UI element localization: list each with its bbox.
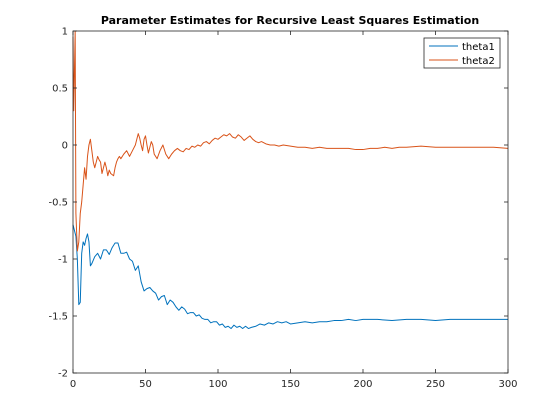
legend-label-theta2: theta2: [462, 56, 495, 67]
legend-box: [423, 37, 501, 69]
chart-title: Parameter Estimates for Recursive Least …: [101, 14, 479, 27]
y-tick-label: 0.5: [52, 84, 68, 95]
y-tick-label: 1: [62, 27, 68, 38]
x-tick-label: 150: [281, 379, 300, 390]
y-tick-label: -1.5: [48, 312, 68, 323]
x-tick-label: 200: [353, 379, 372, 390]
y-axis: -2 -1.5 -1 -0.5 0 0.5 1: [48, 27, 508, 380]
series-layer: [72, 30, 509, 330]
plot-area: [73, 31, 508, 373]
y-tick-label: -1: [58, 255, 68, 266]
y-tick-label: -2: [58, 369, 68, 380]
y-tick-label: 0: [62, 141, 68, 152]
series-line-theta2: [72, 30, 509, 252]
legend: theta1 theta2: [423, 37, 501, 69]
x-tick-label: 250: [426, 379, 445, 390]
series-line-theta1: [72, 224, 508, 330]
x-tick-label: 100: [208, 379, 227, 390]
x-tick-label: 0: [70, 379, 76, 390]
legend-label-theta1: theta1: [462, 42, 495, 53]
x-tick-label: 50: [139, 379, 152, 390]
x-tick-label: 300: [498, 379, 517, 390]
x-axis: 0 50 100 150 200 250 300: [70, 31, 518, 390]
y-tick-label: -0.5: [48, 198, 68, 209]
